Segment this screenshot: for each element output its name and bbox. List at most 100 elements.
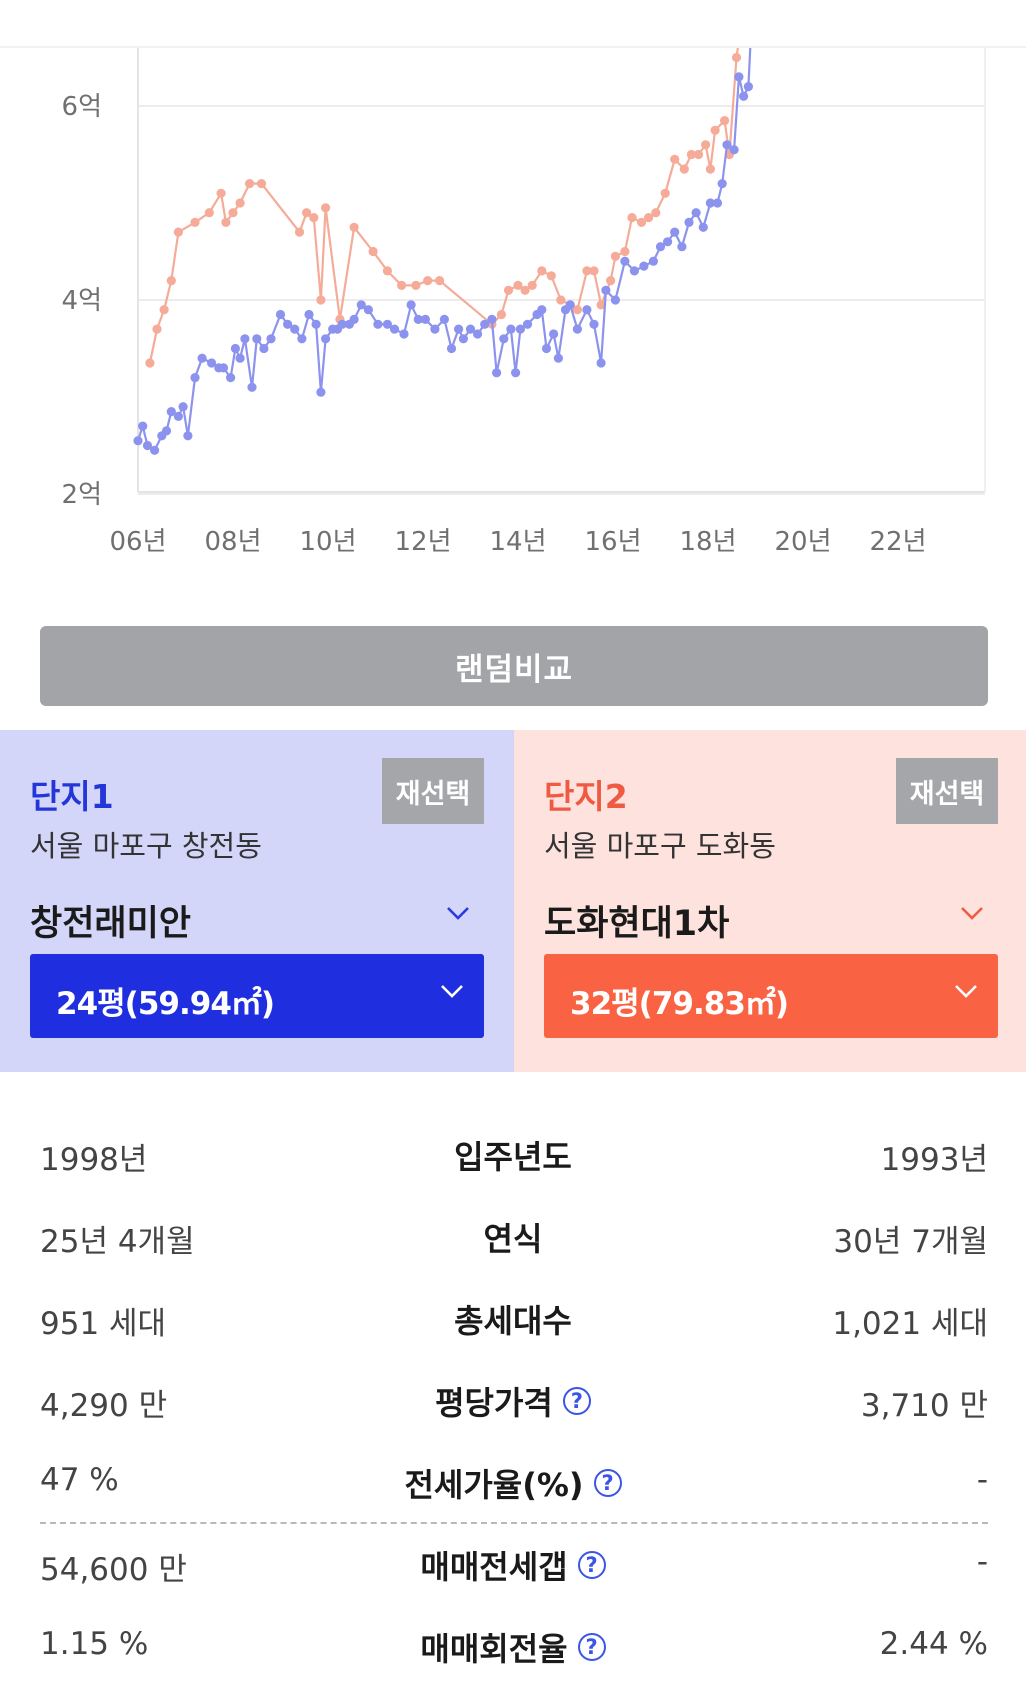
data-point <box>235 353 245 363</box>
complex2-name-select[interactable]: 도화현대1차 <box>544 904 730 944</box>
data-point <box>722 140 732 150</box>
data-point <box>311 319 321 329</box>
data-point <box>411 280 421 290</box>
data-point <box>729 145 739 155</box>
stat-row-households: 951 세대 총세대수 1,021 세대 <box>0 1288 1026 1348</box>
data-point <box>506 324 516 334</box>
stat-right-value: 30년 7개월 <box>833 1224 988 1260</box>
data-point <box>499 334 509 344</box>
data-point <box>487 314 497 324</box>
data-point <box>679 164 689 174</box>
stat-left-value: 4,290 만 <box>40 1388 168 1424</box>
data-point <box>363 305 373 315</box>
data-point <box>693 149 704 160</box>
data-point <box>639 261 649 271</box>
data-point <box>302 208 312 218</box>
data-point <box>430 324 440 334</box>
data-point <box>684 217 694 227</box>
data-point <box>197 353 207 363</box>
data-point <box>321 203 331 213</box>
complex2-size-select[interactable]: 32평(79.83㎡) <box>544 954 998 1038</box>
complex1-size-value: 24평(59.94㎡) <box>56 986 275 1022</box>
help-icon[interactable]: ? <box>562 1387 591 1415</box>
data-point <box>178 402 188 412</box>
chevron-down-icon[interactable] <box>446 906 470 920</box>
data-point <box>228 208 238 218</box>
data-point <box>183 431 193 441</box>
x-tick-label: 10년 <box>299 527 356 557</box>
stat-row-jeonse-ratio: 47 % 전세가율(%)? - <box>0 1452 1026 1512</box>
data-point <box>629 266 640 276</box>
data-point <box>712 198 723 208</box>
complex2-address: 서울 마포구 도화동 <box>544 829 776 863</box>
y-tick-label: 6억 <box>62 92 102 122</box>
complex1-panel: 단지1 재선택 서울 마포구 창전동 창전래미안 24평(59.94㎡) <box>0 730 514 1072</box>
data-point <box>204 208 214 218</box>
data-point <box>553 353 564 363</box>
stat-right-value: 1,021 세대 <box>832 1306 988 1342</box>
chevron-down-icon[interactable] <box>960 906 984 920</box>
data-point <box>648 256 659 266</box>
data-point <box>190 217 200 227</box>
data-point <box>541 343 552 354</box>
data-point <box>520 285 530 295</box>
complex1-title: 단지1 <box>30 777 114 816</box>
complex2-reselect-button[interactable]: 재선택 <box>896 758 998 824</box>
price-chart-svg: 2억4억6억8억10억06년08년10년12년14년16년18년20년22년 <box>0 46 1026 557</box>
data-point <box>190 373 200 383</box>
data-point <box>620 256 630 266</box>
x-tick-label: 16년 <box>584 527 641 557</box>
series-1 <box>133 48 754 455</box>
data-point <box>582 266 592 276</box>
data-point <box>589 266 599 276</box>
data-point <box>589 319 599 329</box>
x-tick-label: 08년 <box>204 527 261 557</box>
data-point <box>173 411 183 421</box>
stat-right-value: - <box>976 1462 988 1498</box>
data-point <box>620 246 630 257</box>
data-point <box>216 188 226 198</box>
stat-right-value: 1993년 <box>880 1142 988 1178</box>
data-point <box>356 300 366 310</box>
data-point <box>413 314 423 324</box>
divider <box>40 1522 988 1524</box>
data-point <box>691 208 701 218</box>
stat-row-move-in-year: 1998년 입주년도 1993년 <box>0 1124 1026 1184</box>
data-point <box>454 324 464 334</box>
complex1-name-select[interactable]: 창전래미안 <box>30 904 192 944</box>
data-point <box>230 343 240 354</box>
help-icon[interactable]: ? <box>577 1633 606 1661</box>
data-point <box>256 179 267 189</box>
data-point <box>510 368 521 378</box>
data-point <box>373 319 383 329</box>
data-point <box>596 358 606 368</box>
data-point <box>283 319 293 329</box>
data-point <box>259 343 269 354</box>
data-point <box>717 179 727 189</box>
data-point <box>610 251 621 261</box>
data-point <box>701 140 711 150</box>
data-point <box>537 266 547 276</box>
data-point <box>252 334 262 344</box>
stat-left-value: 951 세대 <box>40 1306 167 1342</box>
random-compare-button[interactable]: 랜덤비교 <box>40 626 988 706</box>
x-tick-label: 12년 <box>394 527 451 557</box>
data-point <box>606 276 616 286</box>
data-point <box>503 285 514 295</box>
data-point <box>389 324 400 334</box>
data-point <box>304 309 314 320</box>
data-point <box>743 82 754 92</box>
data-point <box>245 179 255 189</box>
price-chart: 2억4억6억8억10억06년08년10년12년14년16년18년20년22년 <box>0 0 1026 590</box>
data-point <box>161 426 172 436</box>
complex1-reselect-button[interactable]: 재선택 <box>382 758 484 824</box>
help-icon[interactable]: ? <box>577 1551 606 1579</box>
help-icon[interactable]: ? <box>593 1469 622 1497</box>
data-point <box>399 329 409 339</box>
data-point <box>133 436 143 446</box>
complex1-size-select[interactable]: 24평(59.94㎡) <box>30 954 484 1038</box>
data-point <box>739 91 749 101</box>
data-point <box>644 213 654 223</box>
chevron-down-icon <box>441 985 463 998</box>
x-tick-label: 20년 <box>774 527 831 557</box>
